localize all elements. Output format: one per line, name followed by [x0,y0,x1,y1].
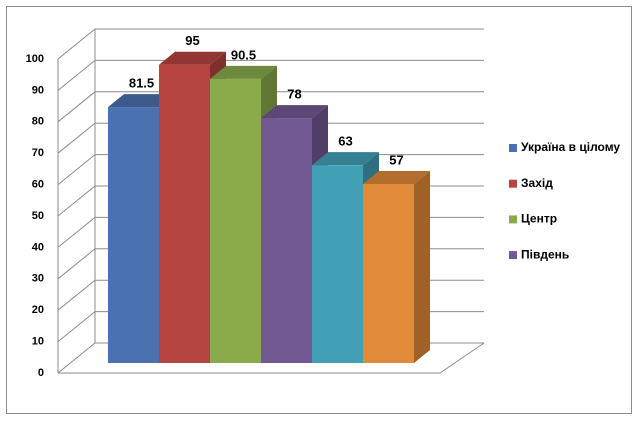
y-tick-label: 90 [32,84,44,96]
legend-label: Південь [521,247,569,261]
y-tick-label: 20 [32,304,44,316]
y-tick-label: 60 [32,179,44,191]
data-label: 78 [287,87,301,102]
bar-top [159,51,226,65]
bar-side [414,171,430,363]
y-tick-label: 80 [32,116,44,128]
y-tick-label: 50 [32,210,44,222]
bar-top [261,105,328,119]
bar [312,165,363,363]
legend-label: Україна в цілому [521,140,620,154]
bar [261,118,312,363]
y-tick-label: 30 [32,273,44,285]
y-tick-label: 70 [32,147,44,159]
bar-top [210,65,277,79]
legend-swatch [509,144,517,152]
data-label: 57 [389,152,403,167]
legend-swatch [509,251,517,260]
floor-edge [58,342,485,374]
legend-swatch [509,215,517,224]
bar [108,107,159,363]
bar [159,64,210,363]
y-tick-label: 10 [32,336,44,348]
y-tick-label: 100 [26,53,44,65]
bar-top [312,152,379,166]
bar-top [363,171,430,185]
data-label: 81.5 [129,76,154,91]
y-tick-label: 40 [32,241,44,253]
legend-label: Центр [521,212,557,226]
bar [210,78,261,363]
y-tick-label: 0 [38,367,44,379]
bar [363,184,414,363]
data-label: 63 [338,134,352,149]
legend-swatch [509,179,517,188]
data-label: 95 [185,33,199,48]
bar-top [108,94,175,108]
data-label: 90.5 [231,47,256,62]
legend-label: Захід [521,176,553,190]
